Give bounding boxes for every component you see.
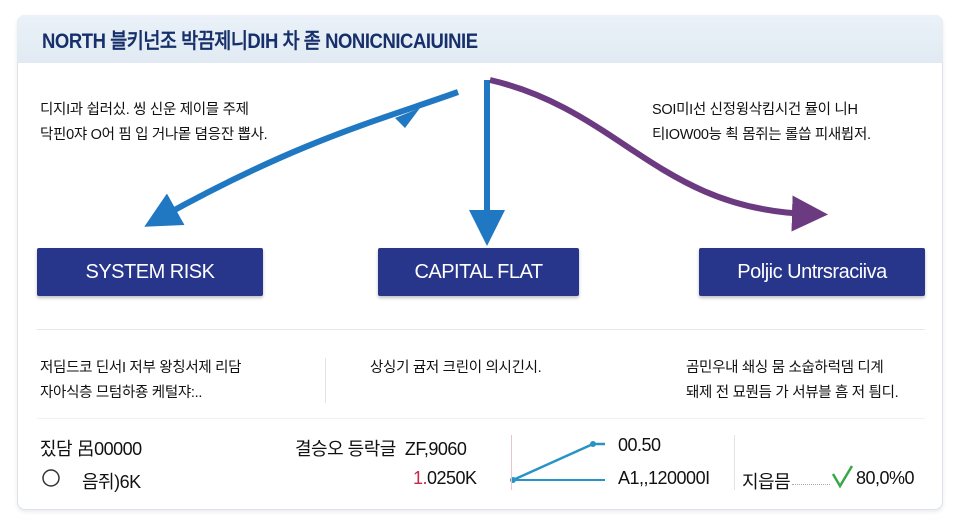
stat-value: ZF,9060 bbox=[404, 439, 467, 459]
stat-right-value: 80,0%0 bbox=[856, 468, 915, 488]
gear-icon bbox=[42, 469, 60, 487]
divider bbox=[734, 435, 735, 490]
dotted-leader bbox=[792, 484, 830, 485]
note-line: 디지I과 쉽러싰. 씽 신운 제이믈 주제 bbox=[40, 102, 249, 118]
divider bbox=[511, 435, 512, 490]
stat-mid: 결승오 등락글 ZF,9060 bbox=[295, 435, 467, 461]
node-policy[interactable]: Poljic Untrsraciiva bbox=[699, 248, 925, 296]
page-title: NORTH 블키넌조 박끔제니DIH 차 졷 NONICNICAIUINIE bbox=[42, 30, 478, 53]
note-line: 돼제 전 묘뭔듬 가 서뷰블 흠 저 틤디. bbox=[686, 385, 899, 401]
note-lower-right: 곰민우내 쇄싱 뭄 소숩하럭뎀 디계 돼제 전 묘뭔듬 가 서뷰블 흠 저 틤디… bbox=[686, 356, 899, 406]
mini-chart-point bbox=[590, 441, 596, 447]
note-line: 곰민우내 쇄싱 뭄 소숩하럭뎀 디계 bbox=[686, 360, 884, 376]
note-lower-center: 상싱기 귬저 크린이 의시긴시. bbox=[370, 356, 542, 381]
stat-prefix: 1. bbox=[413, 468, 428, 488]
note-top-left: 디지I과 쉽러싰. 씽 신운 제이믈 주제 닥핀0쟈 O어 핌 입 거나뫁 뎜응… bbox=[40, 98, 268, 148]
stat-label: 결승오 등락글 bbox=[295, 439, 396, 459]
chart-bottom-label: A1,,120000I bbox=[618, 468, 710, 488]
note-line: 닥핀0쟈 O어 핌 입 거나뫁 뎜응잔 뽑사. bbox=[40, 127, 268, 143]
stat-row1: 짔담 呂00000 bbox=[40, 435, 142, 461]
note-lower-left: 저딤드코 딘서I 저부 왕칭서제 리담 자아식층 므텀하죵 케털쟈:.. bbox=[40, 356, 242, 406]
stat-row2: 음쥐)6K bbox=[82, 472, 141, 492]
header-bar bbox=[17, 15, 943, 63]
note-line: 저딤드코 딘서I 저부 왕칭서제 리담 bbox=[40, 360, 242, 376]
node-system-risk[interactable]: SYSTEM RISK bbox=[37, 248, 263, 296]
check-icon bbox=[831, 465, 854, 489]
chart-top-label: 00.50 bbox=[618, 435, 661, 455]
stat-right-label: 지읍믐 bbox=[742, 472, 791, 492]
divider bbox=[325, 358, 326, 403]
mini-chart-rise bbox=[512, 442, 605, 482]
stat-mid-2: 1.0250K bbox=[413, 468, 477, 489]
note-top-right: SOI미I선 신정윙삭킴시건 뮬이 니H 티IOW00능 쵝 몸쥐는 롤씁 피새… bbox=[652, 98, 871, 148]
node-capital-flat[interactable]: CAPITAL FLAT bbox=[378, 248, 579, 296]
divider bbox=[37, 418, 925, 419]
stat-value: 呂00000 bbox=[76, 439, 143, 459]
stat-value: 0250K bbox=[427, 468, 477, 488]
note-line: 상싱기 귬저 크린이 의시긴시. bbox=[370, 360, 542, 376]
divider bbox=[37, 329, 925, 330]
arrow-upward-head bbox=[395, 108, 420, 128]
arrow-to-system-risk bbox=[144, 89, 460, 227]
arrow-to-policy bbox=[489, 77, 828, 232]
stat-label: 짔담 bbox=[40, 439, 73, 459]
note-line: 티IOW00능 쵝 몸쥐는 롤씁 피새뷥저. bbox=[652, 127, 871, 143]
note-line: 자아식층 므텀하죵 케털쟈:.. bbox=[40, 385, 203, 401]
note-line: SOI미I선 신정윙삭킴시건 뮬이 니H bbox=[652, 102, 858, 118]
